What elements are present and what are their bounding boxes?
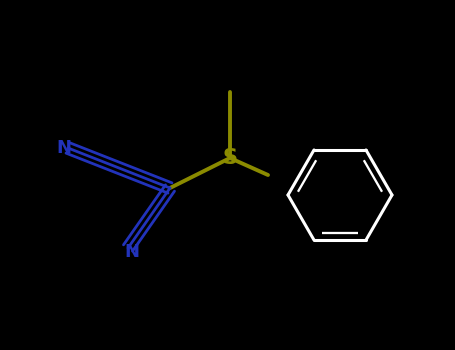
- Text: N: N: [125, 243, 140, 261]
- Text: N: N: [56, 139, 71, 157]
- Text: S: S: [222, 148, 238, 168]
